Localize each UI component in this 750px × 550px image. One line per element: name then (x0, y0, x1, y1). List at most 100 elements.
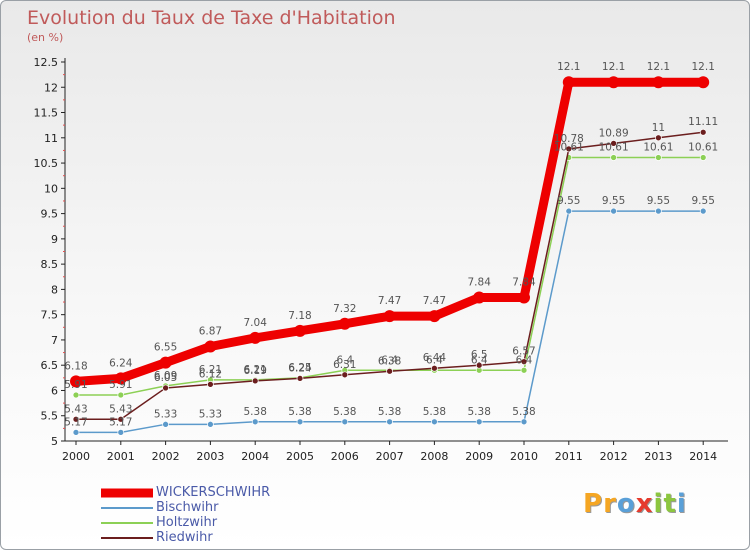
data-label: 5.38 (333, 406, 356, 418)
data-label: 6.25 (288, 362, 311, 374)
data-label: 6.44 (423, 352, 447, 364)
data-point (699, 207, 707, 215)
logo-letter: x (635, 489, 654, 519)
x-tick-label: 2001 (107, 450, 135, 463)
data-point (475, 361, 483, 369)
data-label: 9.55 (602, 195, 625, 207)
chart-unit-label: (en %) (27, 31, 64, 44)
data-label: 6.4 (471, 354, 488, 366)
data-label: 5.38 (512, 406, 535, 418)
data-point (428, 310, 441, 323)
logo-letter: P (583, 489, 604, 519)
logo-letter: o (616, 489, 636, 519)
data-label: 6.05 (154, 372, 177, 384)
x-tick-label: 2012 (600, 450, 628, 463)
x-tick-label: 2000 (62, 450, 90, 463)
data-label: 6.57 (512, 346, 535, 358)
data-label: 6.55 (154, 342, 177, 354)
line-chart: 55.566.577.588.599.51010.51111.51212.520… (34, 56, 728, 463)
data-label: 7.18 (288, 310, 311, 322)
data-label: 6.21 (199, 364, 222, 376)
logo-letter: i (653, 489, 664, 519)
data-label: 5.33 (154, 408, 177, 420)
logo-letter: i (676, 489, 687, 519)
y-tick-label: 11.5 (34, 107, 59, 120)
data-label: 5.38 (423, 406, 446, 418)
data-label: 5.43 (109, 403, 132, 415)
data-label: 5.17 (109, 416, 132, 428)
chart-title: Evolution du Taux de Taxe d'Habitation (27, 7, 396, 29)
data-label: 6.5 (471, 349, 488, 361)
y-tick-label: 7.5 (41, 309, 59, 322)
data-point (652, 76, 665, 89)
x-tick-label: 2008 (420, 450, 448, 463)
data-point (207, 381, 214, 388)
data-point (431, 364, 438, 372)
data-label: 10.61 (643, 142, 673, 154)
y-tick-label: 9.5 (41, 208, 59, 221)
x-tick-label: 2011 (555, 450, 583, 463)
data-label: 6.21 (244, 364, 267, 376)
data-label: 6.87 (199, 326, 222, 338)
y-tick-label: 12 (44, 81, 58, 94)
data-point (341, 371, 349, 379)
data-label: 6.4 (336, 354, 353, 366)
data-label: 7.04 (244, 317, 268, 329)
data-point (518, 291, 530, 304)
data-label: 11 (652, 122, 665, 134)
y-tick-label: 11 (44, 132, 58, 145)
x-tick-label: 2002 (152, 450, 180, 463)
data-point (114, 372, 127, 385)
x-tick-label: 2009 (465, 450, 493, 463)
data-point (431, 418, 438, 426)
data-point (386, 418, 393, 426)
legend-label: WICKERSCHWIHR (156, 485, 271, 500)
data-point (565, 207, 573, 215)
data-label: 7.32 (333, 303, 356, 315)
y-tick-label: 6 (51, 384, 58, 397)
data-label: 5.43 (64, 403, 87, 415)
data-point (520, 358, 528, 366)
data-label: 12.1 (557, 61, 580, 73)
data-point (251, 418, 259, 426)
x-tick-label: 2014 (689, 450, 717, 463)
data-point (699, 128, 707, 136)
proxiti-logo: Proxiti (583, 489, 687, 519)
data-point (117, 415, 125, 423)
legend-swatch (101, 506, 153, 509)
data-label: 5.38 (378, 406, 401, 418)
data-point (249, 331, 262, 344)
data-point (159, 356, 172, 369)
data-point (655, 154, 662, 161)
x-tick-label: 2004 (241, 450, 269, 463)
data-point (162, 384, 169, 392)
y-tick-label: 10 (44, 182, 58, 195)
y-tick-label: 6.5 (41, 359, 59, 372)
x-tick-label: 2003 (196, 450, 224, 463)
data-label: 5.91 (109, 379, 132, 391)
y-tick-label: 8 (51, 283, 58, 296)
data-label: 6.4 (381, 354, 398, 366)
data-label: 6.09 (154, 370, 177, 382)
data-point (294, 324, 306, 337)
data-point (296, 374, 304, 382)
data-point (207, 420, 214, 428)
data-label: 6.38 (378, 355, 401, 367)
logo-letter: t (663, 489, 677, 519)
data-point (475, 418, 483, 426)
legend-label: Bischwihr (156, 500, 219, 515)
data-label: 10.61 (688, 142, 718, 154)
data-point (386, 367, 393, 375)
data-label: 7.47 (423, 295, 446, 307)
data-point (655, 207, 662, 215)
data-point (520, 366, 528, 374)
y-tick-label: 5.5 (41, 410, 59, 423)
data-point (72, 429, 80, 436)
data-label: 10.61 (599, 142, 629, 154)
x-tick-label: 2007 (376, 450, 404, 463)
data-point (117, 391, 125, 399)
data-label: 11.11 (688, 116, 718, 128)
data-label: 6.4 (426, 354, 443, 366)
data-point (383, 310, 396, 323)
